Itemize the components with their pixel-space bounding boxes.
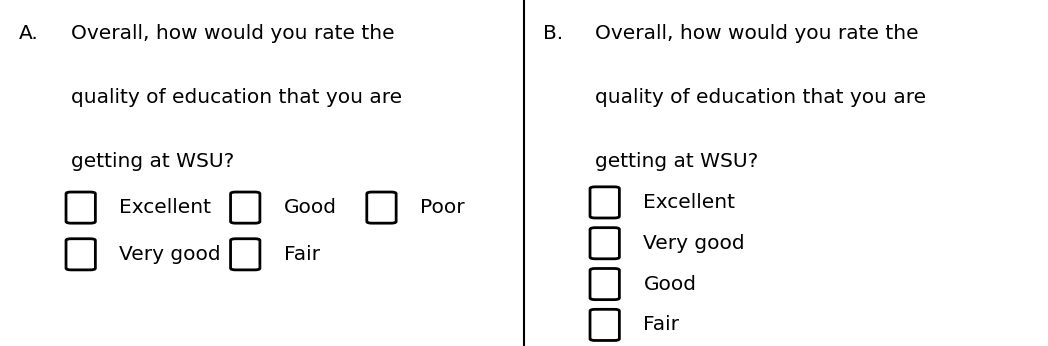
FancyBboxPatch shape <box>231 192 260 223</box>
Text: Poor: Poor <box>420 198 465 217</box>
FancyBboxPatch shape <box>590 268 619 300</box>
Text: Excellent: Excellent <box>119 198 212 217</box>
FancyBboxPatch shape <box>590 309 619 340</box>
FancyBboxPatch shape <box>66 192 95 223</box>
Text: Very good: Very good <box>119 245 221 264</box>
Text: getting at WSU?: getting at WSU? <box>71 152 235 171</box>
Text: A.: A. <box>19 24 39 43</box>
Text: B.: B. <box>543 24 563 43</box>
Text: Excellent: Excellent <box>643 193 736 212</box>
FancyBboxPatch shape <box>231 239 260 270</box>
FancyBboxPatch shape <box>590 187 619 218</box>
Text: Overall, how would you rate the: Overall, how would you rate the <box>595 24 919 43</box>
Text: Fair: Fair <box>643 316 679 334</box>
Text: quality of education that you are: quality of education that you are <box>71 88 402 107</box>
Text: Overall, how would you rate the: Overall, how would you rate the <box>71 24 395 43</box>
Text: Good: Good <box>284 198 337 217</box>
FancyBboxPatch shape <box>367 192 396 223</box>
FancyBboxPatch shape <box>66 239 95 270</box>
Text: Good: Good <box>643 275 697 293</box>
FancyBboxPatch shape <box>590 228 619 259</box>
Text: quality of education that you are: quality of education that you are <box>595 88 926 107</box>
Text: getting at WSU?: getting at WSU? <box>595 152 759 171</box>
Text: Fair: Fair <box>284 245 320 264</box>
Text: Very good: Very good <box>643 234 745 253</box>
